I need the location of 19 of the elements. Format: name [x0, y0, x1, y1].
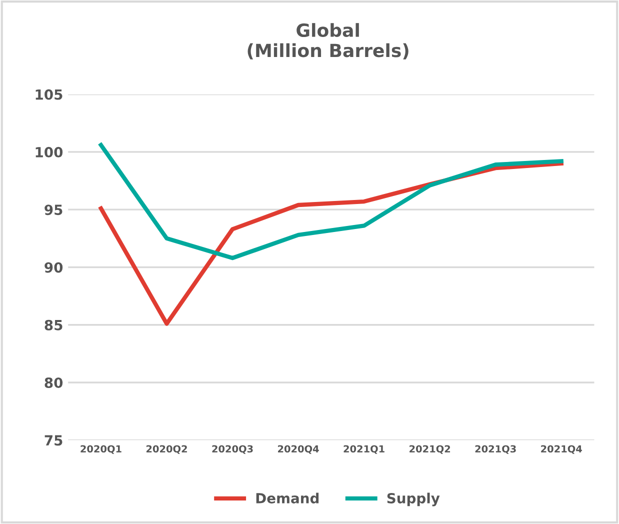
y-tick-label: 105	[36, 89, 62, 100]
x-tick-label: 2021Q1	[344, 445, 384, 454]
x-tick-label: 2020Q4	[278, 445, 319, 454]
legend-label: Demand	[256, 492, 319, 504]
y-tick-label: 100	[36, 146, 63, 158]
legend-label: Supply	[387, 492, 440, 506]
chart-title: Global (Million Barrels)	[248, 23, 408, 60]
x-tick-label: 2020Q2	[146, 445, 187, 454]
x-tick-label: 2020Q1	[80, 445, 122, 454]
y-tick-label: 95	[44, 204, 62, 216]
x-tick-label: 2021Q4	[541, 445, 582, 454]
y-tick-label: 90	[44, 262, 63, 273]
y-tick-label: 75	[44, 435, 62, 446]
x-tick-label: 2021Q3	[475, 445, 516, 454]
y-tick-label: 85	[44, 320, 62, 330]
x-tick-label: 2021Q2	[410, 445, 450, 454]
line-series	[98, 142, 564, 260]
y-tick-label: 80	[44, 377, 63, 388]
x-tick-label: 2020Q3	[212, 445, 253, 454]
